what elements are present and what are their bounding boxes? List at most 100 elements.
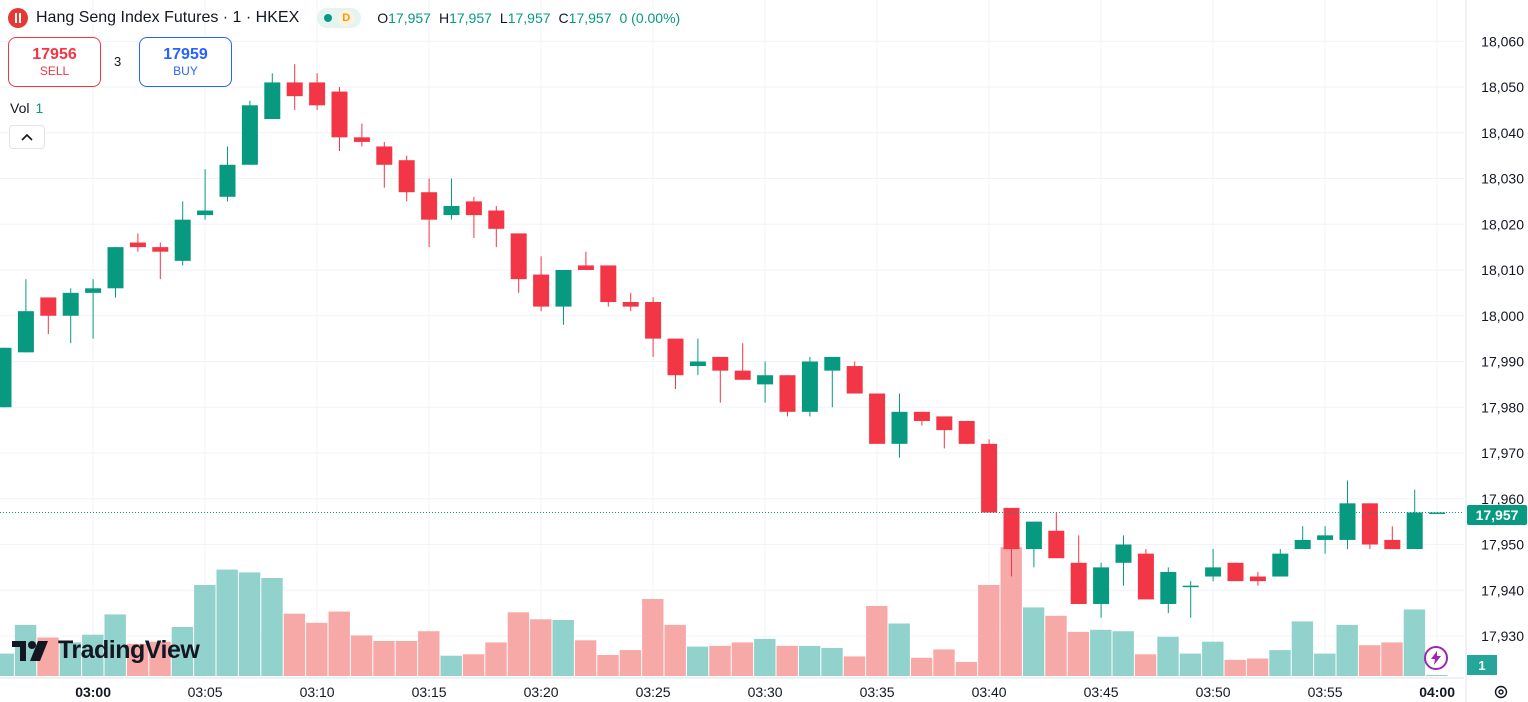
candle-body-54 (1205, 567, 1222, 577)
tradingview-logo[interactable]: TradingView (12, 636, 200, 665)
candle-body-4 (85, 288, 102, 293)
volume-bar-48 (1067, 631, 1090, 676)
volume-bar-19 (418, 631, 440, 676)
volume-bar-30 (664, 624, 686, 676)
chart-grid (0, 0, 1464, 678)
time-tick-label: 03:45 (1084, 684, 1119, 700)
volume-bar-22 (485, 642, 507, 676)
chevron-up-icon (21, 133, 33, 141)
candle-body-29 (645, 302, 662, 339)
volume-bar-25 (552, 620, 574, 676)
candle-body-48 (1070, 562, 1087, 604)
candle-body-18 (398, 160, 415, 193)
volume-bar-54 (1202, 641, 1224, 676)
volume-bar-27 (597, 655, 619, 676)
buy-label: BUY (173, 64, 198, 78)
sell-label: SELL (39, 64, 70, 78)
volume-bar-4 (82, 634, 104, 676)
volume-bar-51 (1134, 654, 1157, 676)
volume-bar-56 (1246, 658, 1269, 676)
sell-button[interactable]: 17956 SELL (8, 37, 101, 87)
high-label: H (438, 10, 450, 26)
candle-body-1 (17, 311, 34, 353)
candle-body-49 (1093, 567, 1110, 604)
volume-bar-8 (171, 627, 194, 676)
candle-body-42 (936, 416, 953, 431)
candle-body-17 (376, 146, 393, 165)
time-tick-label: 04:00 (1419, 684, 1455, 700)
volume-bar-5 (104, 614, 126, 676)
volume-bar-41 (910, 657, 933, 676)
tradingview-logo-text: TradingView (58, 636, 200, 664)
volume-bar-37 (821, 648, 843, 676)
volume-bar-38 (843, 656, 866, 676)
candle-body-8 (174, 219, 191, 261)
candle-body-10 (219, 164, 236, 197)
time-tick-label: 03:10 (300, 684, 335, 700)
volume-bar-20 (440, 655, 462, 676)
time-tick-label: 03:05 (188, 684, 223, 700)
candlesticks (0, 64, 1446, 618)
time-tick-label: 03:15 (412, 684, 447, 700)
price-tick-label: 18,040 (1481, 125, 1524, 141)
time-tick-label: 03:30 (748, 684, 783, 700)
price-tick-label: 18,030 (1481, 171, 1524, 187)
volume-bar-53 (1179, 653, 1202, 676)
candle-body-23 (510, 233, 527, 280)
volume-bar-34 (754, 638, 776, 676)
buy-button[interactable]: 17959 BUY (139, 37, 232, 87)
high-value: 17,957 (449, 10, 492, 26)
candle-body-37 (824, 356, 841, 371)
candle-body-2 (40, 297, 57, 316)
candle-body-22 (488, 210, 505, 229)
lightning-icon[interactable] (1424, 646, 1448, 670)
time-axis[interactable]: 03:00 03:05 03:10 03:15 03:20 03:25 03:30 03:35… (0, 677, 1464, 700)
volume-bar-63 (1403, 609, 1426, 676)
candle-body-52 (1160, 571, 1177, 604)
symbol-title[interactable]: Hang Seng Index Futures · 1 · HKEX (36, 9, 300, 26)
volume-bar-16 (350, 635, 373, 676)
candle-body-19 (421, 192, 438, 220)
time-tick-label: 03:00 (75, 684, 111, 700)
candle-body-55 (1227, 562, 1244, 582)
candle-body-26 (577, 265, 594, 270)
volume-bar-32 (709, 645, 731, 676)
price-tick-label: 18,010 (1481, 262, 1524, 278)
open-label: O (377, 10, 389, 26)
candle-body-34 (757, 375, 774, 385)
candle-body-3 (62, 292, 79, 316)
volume-bar-47 (1045, 615, 1067, 676)
volume-bar-39 (866, 606, 888, 676)
price-tick-label: 17,980 (1481, 399, 1524, 415)
settings-gear-icon[interactable] (1492, 683, 1510, 701)
volume-bar-33 (731, 642, 754, 676)
volume-bar-10 (216, 569, 238, 676)
volume-legend[interactable]: Vol 1 (10, 100, 43, 116)
spread-value: 3 (114, 54, 122, 69)
volume-bar-43 (955, 662, 978, 676)
volume-bar-18 (395, 641, 418, 676)
candle-body-51 (1137, 553, 1154, 600)
market-status[interactable]: D (317, 8, 362, 28)
candle-body-40 (891, 411, 908, 444)
volume-bar-55 (1224, 659, 1246, 676)
collapse-legend-button[interactable] (9, 125, 45, 149)
price-axis[interactable]: 18,060 18,050 18,040 18,030 18,020 18,010 18,0… (1465, 0, 1524, 702)
close-label: C (558, 10, 569, 26)
price-tick-label: 17,930 (1481, 628, 1524, 644)
sell-price: 17956 (32, 46, 77, 63)
time-tick-label: 03:40 (972, 684, 1007, 700)
volume-bar-17 (373, 641, 395, 676)
candle-body-47 (1048, 530, 1065, 559)
volume-bar-35 (776, 645, 798, 676)
volume-bar-42 (933, 649, 955, 676)
time-tick-label: 03:25 (636, 684, 671, 700)
volume-label: Vol (10, 100, 30, 116)
volume-bar-29 (642, 599, 664, 676)
candle-body-38 (846, 366, 863, 394)
volume-bar-9 (194, 585, 216, 676)
candle-body-41 (913, 411, 930, 421)
volume-bar-3 (59, 642, 82, 676)
volume-value: 1 (35, 100, 44, 116)
